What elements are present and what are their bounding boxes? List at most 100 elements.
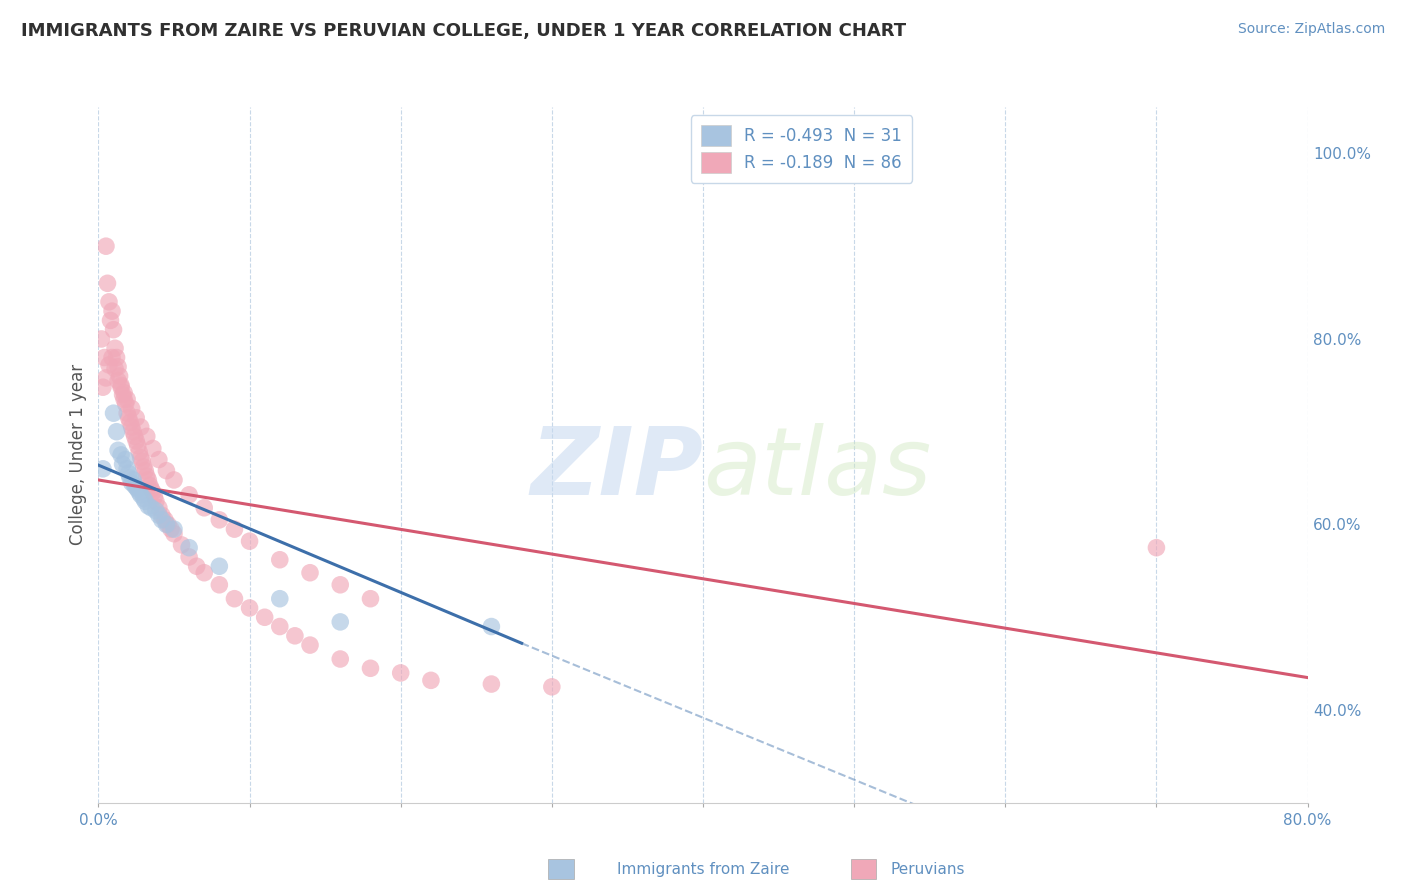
Point [107,443,129,458]
Point [481,619,503,633]
Point [131,454,153,468]
Point [107,359,129,374]
Point [115,462,138,476]
Point [127,439,149,453]
Point [105,425,128,439]
Point [141,500,163,515]
Point [160,522,183,536]
Point [481,677,503,691]
Point [136,499,159,513]
Point [114,452,136,467]
Point [110,378,132,392]
Point [389,665,412,680]
Point [153,513,176,527]
Point [142,485,165,500]
Text: ZIP: ZIP [530,423,703,515]
Point [112,392,135,407]
Point [103,406,125,420]
Point [104,361,127,376]
Point [93,351,115,365]
Point [124,429,146,443]
Point [239,601,262,615]
Point [179,549,201,564]
Point [125,434,148,448]
Point [121,401,143,416]
Point [127,482,149,496]
Point [112,385,135,400]
Point [163,473,186,487]
Point [107,374,129,388]
Point [141,482,163,496]
Point [104,341,127,355]
Text: Source: ZipAtlas.com: Source: ZipAtlas.com [1237,22,1385,37]
Point [110,448,132,462]
Point [224,591,246,606]
Point [111,457,134,471]
Point [135,429,157,443]
Point [132,491,155,506]
Point [120,416,142,430]
Point [91,380,114,394]
Point [139,478,162,492]
Point [101,351,124,365]
Point [118,467,141,481]
Point [208,578,231,592]
Text: Immigrants from Zaire: Immigrants from Zaire [617,863,789,877]
Point [135,469,157,483]
Point [114,397,136,411]
Point [420,673,443,688]
Point [148,452,170,467]
Point [134,464,156,478]
Point [94,239,117,253]
Point [329,652,352,666]
Point [170,538,193,552]
Text: Peruvians: Peruvians [891,863,965,877]
Point [121,475,143,490]
Point [142,442,165,456]
Point [136,473,159,487]
Text: atlas: atlas [703,424,931,515]
Point [98,358,121,372]
Point [98,294,121,309]
Point [155,464,177,478]
Point [239,534,262,549]
Point [299,638,322,652]
Point [120,471,142,485]
Point [150,513,173,527]
Point [103,323,125,337]
Point [193,566,215,580]
Point [90,332,112,346]
Point [148,500,170,515]
Point [122,473,145,487]
Point [124,478,146,492]
Point [1144,541,1167,555]
Point [179,488,201,502]
Point [208,559,231,574]
Point [186,559,208,574]
Point [148,508,170,523]
Point [143,490,166,504]
Point [108,369,131,384]
Point [132,460,155,475]
Point [129,450,152,465]
Point [101,304,124,318]
Point [111,387,134,401]
Point [163,522,186,536]
Point [163,526,186,541]
Point [115,392,138,407]
Point [224,522,246,536]
Point [145,503,167,517]
Point [329,615,352,629]
Point [360,591,382,606]
Point [208,513,231,527]
Point [91,462,114,476]
Point [128,445,150,459]
Point [156,517,179,532]
Point [329,578,352,592]
Point [150,508,173,523]
Point [540,680,562,694]
Point [129,488,152,502]
Legend: R = -0.493  N = 31, R = -0.189  N = 86: R = -0.493 N = 31, R = -0.189 N = 86 [692,115,912,183]
Point [299,566,322,580]
Point [284,629,307,643]
